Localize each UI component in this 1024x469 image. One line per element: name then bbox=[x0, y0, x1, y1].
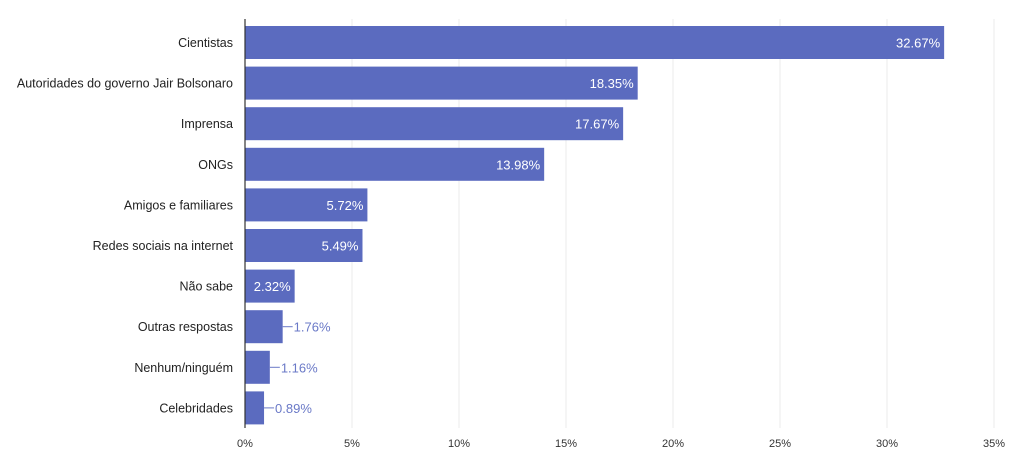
x-tick-label: 30% bbox=[876, 438, 898, 450]
bar bbox=[245, 107, 624, 141]
value-label: 5.72% bbox=[327, 198, 364, 213]
category-label: Redes sociais na internet bbox=[93, 239, 234, 253]
bars bbox=[245, 26, 945, 425]
bar bbox=[245, 310, 283, 344]
x-axis-ticks: 0% 5% 10% 15% 20% 25% 30% 35% bbox=[237, 438, 1005, 450]
bar bbox=[245, 350, 270, 384]
category-label: Imprensa bbox=[181, 117, 233, 131]
value-label: 0.89% bbox=[275, 401, 312, 416]
category-label: Celebridades bbox=[159, 401, 233, 415]
value-label: 17.67% bbox=[575, 117, 620, 132]
bar bbox=[245, 66, 638, 100]
x-tick-label: 10% bbox=[448, 438, 470, 450]
bar bbox=[245, 229, 363, 262]
value-label: 1.76% bbox=[294, 320, 331, 335]
value-label: 18.35% bbox=[590, 76, 635, 91]
bar bbox=[245, 269, 295, 303]
bar bbox=[245, 188, 368, 222]
category-labels: Cientistas Autoridades do governo Jair Bo… bbox=[17, 36, 234, 415]
value-label: 32.67% bbox=[896, 36, 941, 51]
value-label: 5.49% bbox=[322, 239, 359, 254]
value-label: 1.16% bbox=[281, 360, 318, 375]
bar bbox=[245, 26, 945, 59]
category-label: Cientistas bbox=[178, 36, 233, 50]
x-tick-label: 15% bbox=[555, 438, 577, 450]
x-tick-label: 0% bbox=[237, 438, 253, 450]
value-labels: 32.67% 18.35% 17.67% 13.98% 5.72% 5.49% 2.32% 1… bbox=[254, 36, 941, 416]
category-label: Autoridades do governo Jair Bolsonaro bbox=[17, 77, 233, 91]
bar bbox=[245, 391, 265, 425]
category-label: Amigos e familiares bbox=[124, 198, 233, 212]
x-tick-label: 5% bbox=[344, 438, 360, 450]
category-label: ONGs bbox=[198, 158, 233, 172]
category-label: Outras respostas bbox=[138, 320, 233, 334]
x-tick-label: 35% bbox=[983, 438, 1005, 450]
x-tick-label: 25% bbox=[769, 438, 791, 450]
x-tick-label: 20% bbox=[662, 438, 684, 450]
category-label: Não sabe bbox=[179, 280, 233, 294]
value-label: 13.98% bbox=[496, 157, 541, 172]
category-label: Nenhum/ninguém bbox=[134, 361, 233, 375]
value-label: 2.32% bbox=[254, 279, 291, 294]
bar bbox=[245, 147, 545, 181]
